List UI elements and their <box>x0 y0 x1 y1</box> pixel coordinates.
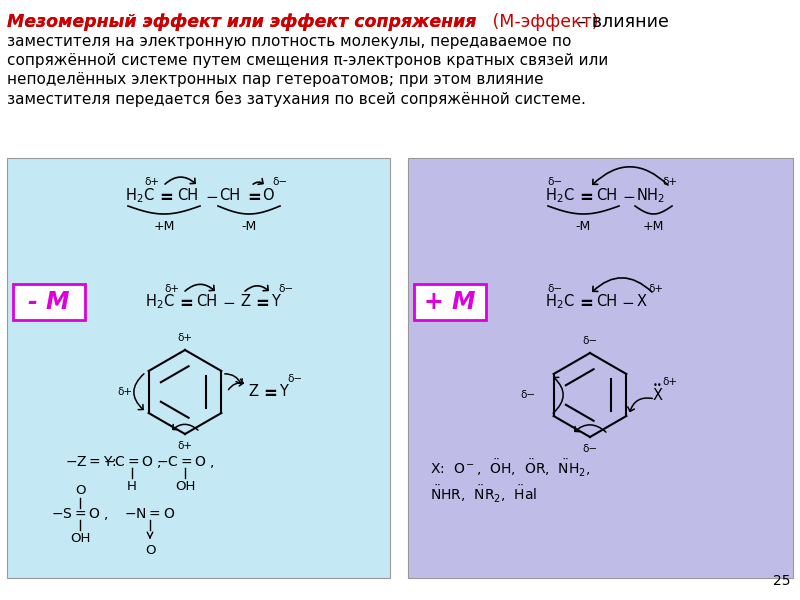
Text: -M: -M <box>576 220 591 233</box>
Text: δ−: δ− <box>521 390 535 400</box>
Text: δ+: δ+ <box>178 333 193 343</box>
Text: $-$N$=$O: $-$N$=$O <box>125 507 175 521</box>
Text: +M: +M <box>154 220 174 233</box>
FancyBboxPatch shape <box>7 158 390 578</box>
Text: – влияние: – влияние <box>572 13 669 31</box>
Text: O: O <box>262 188 274 203</box>
Text: H$_2$C: H$_2$C <box>545 293 575 311</box>
Text: $\mathbf{=}$: $\mathbf{=}$ <box>576 293 594 311</box>
Text: δ−: δ− <box>582 336 598 346</box>
Text: + M: + M <box>424 290 476 314</box>
Text: δ+: δ+ <box>178 441 193 451</box>
Text: X:  O$^-$,  $\ddot{\rm O}$H,  $\ddot{\rm O}$R,  $\ddot{\rm N}$H$_2$,: X: O$^-$, $\ddot{\rm O}$H, $\ddot{\rm O}… <box>430 457 590 479</box>
Text: $-$: $-$ <box>206 188 218 203</box>
Text: (М-эффект): (М-эффект) <box>487 13 598 31</box>
FancyBboxPatch shape <box>13 284 85 320</box>
Text: H: H <box>127 479 137 493</box>
Text: $\mathbf{=}$: $\mathbf{=}$ <box>156 187 174 205</box>
Text: $\mathbf{=}$: $\mathbf{=}$ <box>260 383 278 401</box>
Text: - M: - M <box>28 290 70 314</box>
Text: Мезомерный эффект или эффект сопряжения (М-эффект): Мезомерный эффект или эффект сопряжения … <box>7 13 602 31</box>
Text: δ+: δ+ <box>649 284 663 294</box>
Text: Y: Y <box>278 385 287 400</box>
Text: δ−: δ− <box>582 444 598 454</box>
Text: $-$C$=$O ,: $-$C$=$O , <box>102 454 162 470</box>
Text: δ+: δ+ <box>118 387 133 397</box>
Text: Мезомерный эффект или эффект сопряжения: Мезомерный эффект или эффект сопряжения <box>7 13 476 31</box>
Text: $\mathbf{=}$: $\mathbf{=}$ <box>576 187 594 205</box>
Text: $\ddot{\rm N}$HR,  $\ddot{\rm N}$R$_2$,  $\ddot{\rm H}$al: $\ddot{\rm N}$HR, $\ddot{\rm N}$R$_2$, $… <box>430 484 537 505</box>
Text: $-$: $-$ <box>622 188 635 203</box>
Text: O: O <box>145 544 155 557</box>
Text: $-$Z$=$Y:: $-$Z$=$Y: <box>65 455 117 469</box>
Text: CH: CH <box>597 295 618 310</box>
Text: O: O <box>74 484 86 497</box>
Text: $\mathbf{=}$: $\mathbf{=}$ <box>244 187 262 205</box>
Text: H$_2$C: H$_2$C <box>145 293 175 311</box>
Text: δ+: δ+ <box>145 177 159 187</box>
Text: CH: CH <box>197 295 218 310</box>
Text: CH: CH <box>219 188 241 203</box>
Text: заместителя передается без затухания по всей сопряжённой системе.: заместителя передается без затухания по … <box>7 91 586 107</box>
Text: X: X <box>653 388 663 403</box>
Text: $-$C$=$O ,: $-$C$=$O , <box>156 454 214 470</box>
Text: Z: Z <box>240 295 250 310</box>
Text: CH: CH <box>597 188 618 203</box>
Text: δ−: δ− <box>547 177 562 187</box>
Text: $-$: $-$ <box>222 295 235 310</box>
Text: CH: CH <box>178 188 198 203</box>
FancyBboxPatch shape <box>414 284 486 320</box>
Text: ••: •• <box>653 382 663 391</box>
Text: δ−: δ− <box>547 284 562 294</box>
Text: Z: Z <box>248 385 258 400</box>
Text: X: X <box>637 295 647 310</box>
Text: OH: OH <box>70 532 90 545</box>
Text: $\mathbf{=}$: $\mathbf{=}$ <box>252 293 270 311</box>
Text: δ−: δ− <box>278 284 294 294</box>
Text: δ−: δ− <box>287 374 302 384</box>
Text: заместителя на электронную плотность молекулы, передаваемое по: заместителя на электронную плотность мол… <box>7 34 571 49</box>
Text: H$_2$C: H$_2$C <box>125 187 155 205</box>
Text: сопряжённой системе путем смещения π-электронов кратных связей или: сопряжённой системе путем смещения π-эле… <box>7 53 608 68</box>
Text: +M: +M <box>643 220 664 233</box>
Text: $-$S$=$O ,: $-$S$=$O , <box>51 506 109 522</box>
Text: H$_2$C: H$_2$C <box>545 187 575 205</box>
Text: NH$_2$: NH$_2$ <box>635 187 665 205</box>
FancyBboxPatch shape <box>408 158 793 578</box>
Text: неподелённых электронных пар гетероатомов; при этом влияние: неподелённых электронных пар гетероатомо… <box>7 72 544 87</box>
Text: Мезомерный эффект или эффект сопряжения: Мезомерный эффект или эффект сопряжения <box>7 13 476 31</box>
Text: -M: -M <box>242 220 257 233</box>
Text: $-$: $-$ <box>622 295 634 310</box>
Text: OH: OH <box>175 479 195 493</box>
Text: δ+: δ+ <box>662 177 678 187</box>
Text: $\mathbf{=}$: $\mathbf{=}$ <box>176 293 194 311</box>
Text: δ+: δ+ <box>662 377 678 387</box>
Text: Y: Y <box>270 295 279 310</box>
Text: δ+: δ+ <box>165 284 179 294</box>
Text: 25: 25 <box>773 574 790 588</box>
Text: δ−: δ− <box>273 177 287 187</box>
